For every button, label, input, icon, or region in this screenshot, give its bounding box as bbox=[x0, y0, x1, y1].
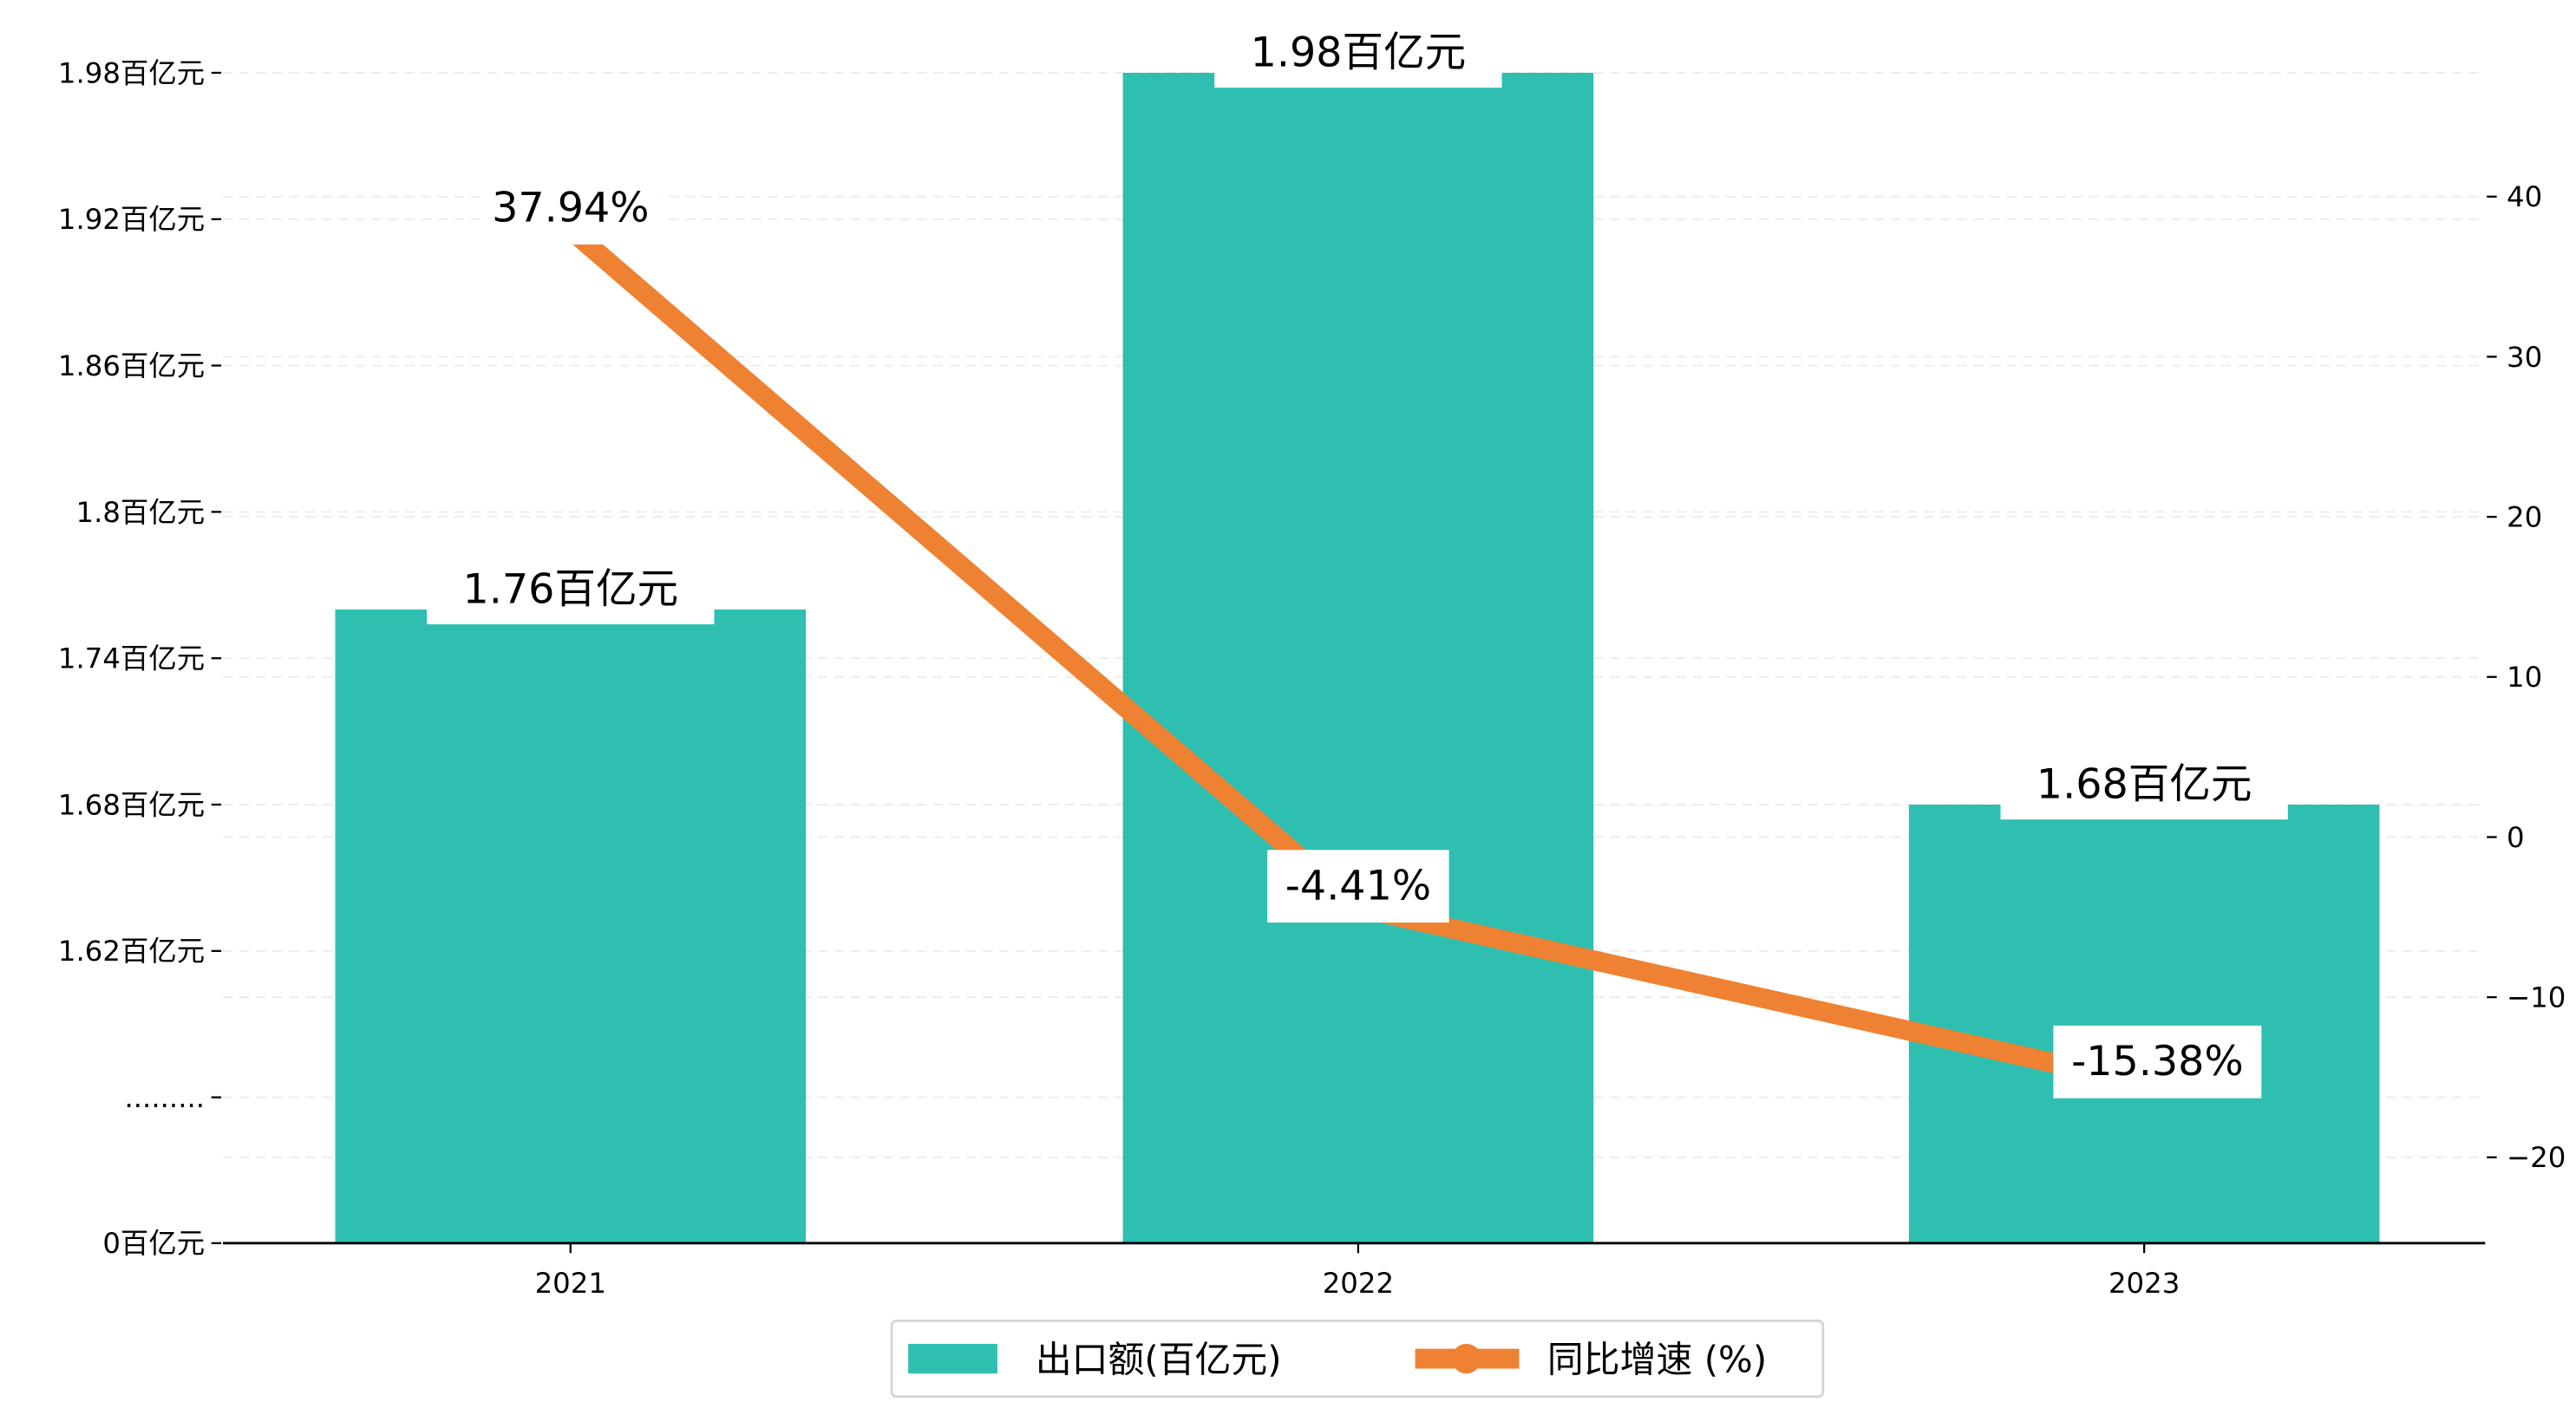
left-tick-label: 1.68百亿元 bbox=[58, 788, 205, 821]
growth-value-label: 37.94% bbox=[492, 184, 649, 231]
bar-label-bg bbox=[1214, 23, 1502, 88]
left-tick-label: 1.98百亿元 bbox=[58, 56, 205, 89]
tick-labels: 1.98百亿元 1.92百亿元 1.86百亿元 1.8百亿元 1.74百亿元 1.68百亿… bbox=[58, 56, 2566, 1300]
legend-label-export: 出口额(百亿元) bbox=[1036, 1338, 1282, 1380]
x-tick-label: 2022 bbox=[1323, 1267, 1394, 1300]
growth-label-bg bbox=[1267, 850, 1449, 923]
data-labels: 1.76百亿元 1.98百亿元 1.68百亿元 37.94% -4.41% -15.38% bbox=[427, 23, 2288, 1099]
legend-bar-swatch bbox=[908, 1343, 997, 1374]
left-tick-label: 1.86百亿元 bbox=[58, 349, 205, 382]
right-tick-label: 10 bbox=[2507, 661, 2542, 694]
growth-label-bg bbox=[480, 172, 662, 245]
bar-value-label: 1.98百亿元 bbox=[1251, 29, 1467, 76]
bar-2022 bbox=[1122, 72, 1594, 1243]
x-tick-label: 2023 bbox=[2109, 1267, 2180, 1300]
left-tick-label: ......... bbox=[124, 1081, 205, 1114]
right-tick-label: 20 bbox=[2507, 501, 2542, 534]
legend-box bbox=[890, 1319, 1825, 1399]
legend-label-growth: 同比增速 (%) bbox=[1547, 1338, 1767, 1380]
right-tick-label: −10 bbox=[2507, 981, 2566, 1014]
bar-2021 bbox=[335, 609, 807, 1243]
growth-label-bg bbox=[2053, 1025, 2262, 1099]
left-tick-label: 1.62百亿元 bbox=[58, 935, 205, 968]
bar-value-label: 1.76百亿元 bbox=[462, 565, 678, 613]
left-tick-label: 1.74百亿元 bbox=[58, 642, 205, 675]
growth-value-label: -4.41% bbox=[1285, 862, 1431, 910]
bars bbox=[335, 72, 2380, 1243]
bar-2023 bbox=[1908, 805, 2380, 1243]
legend: 出口额(百亿元) 同比增速 (%) bbox=[890, 1319, 1825, 1399]
right-tick-label: 30 bbox=[2507, 341, 2542, 374]
right-tick-label: 40 bbox=[2507, 180, 2542, 213]
bar-value-label: 1.68百亿元 bbox=[2037, 760, 2252, 808]
right-tick-label: −20 bbox=[2507, 1141, 2566, 1174]
bar-label-bg bbox=[2000, 754, 2288, 820]
left-tick-label: 1.8百亿元 bbox=[76, 496, 206, 529]
left-tick-label: 1.92百亿元 bbox=[58, 203, 205, 236]
right-tick-label: 0 bbox=[2507, 821, 2525, 854]
x-tick-label: 2021 bbox=[535, 1267, 606, 1300]
bar-label-bg bbox=[427, 559, 715, 625]
growth-value-label: -15.38% bbox=[2071, 1038, 2244, 1086]
left-tick-label: 0百亿元 bbox=[102, 1227, 205, 1260]
legend-line-marker bbox=[1451, 1343, 1481, 1374]
